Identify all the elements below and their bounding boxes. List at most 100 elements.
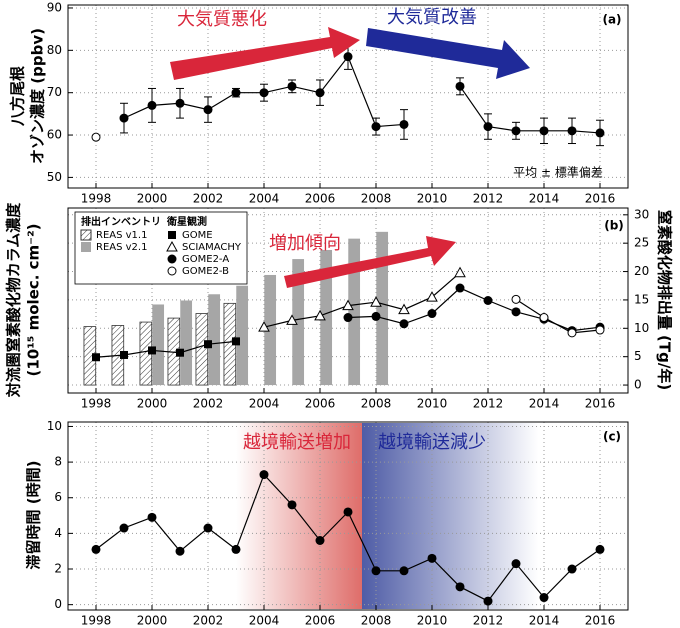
marker-square [204,340,212,349]
x-tick-label: 2012 [473,397,504,411]
y2-tick-label: 30 [634,207,649,221]
legend-box [74,211,248,285]
marker-circle-open [567,328,577,338]
bar [236,285,249,386]
marker-circle [539,593,549,603]
y-tick-label: 8 [54,455,62,469]
y-tick-label: 90 [47,0,62,14]
legend-title: 排出インベントリ [81,215,161,228]
y-tick-label: 50 [47,170,62,184]
marker-square [120,350,128,359]
bar [208,294,221,386]
marker-circle [595,544,605,554]
marker-circle [455,283,465,293]
legend-title: 衛星観測 [166,215,207,228]
marker-circle [231,544,241,554]
marker-circle [371,311,381,321]
bar [376,231,389,386]
x-tick-label: 2012 [473,614,504,628]
marker-triangle [314,309,326,321]
x-tick-label: 2002 [193,614,224,628]
marker-circle [315,88,325,98]
marker-circle-open [539,313,549,323]
marker-circle [343,313,353,323]
marker-circle [343,507,353,517]
x-tick-label: 2000 [137,397,168,411]
marker-circle [483,596,493,606]
legend-swatch [81,242,91,252]
y-axis-label: 八方尾根 [9,66,27,127]
shade-band [236,423,362,609]
bar [195,313,209,386]
x-tick-label: 2008 [361,192,392,206]
y-axis-label: (10¹⁵ molec. cm⁻²) [25,223,43,376]
marker-circle [511,126,521,136]
shade-band [362,423,539,609]
bar [292,259,305,386]
x-tick-label: 2006 [305,192,336,206]
y-axis-label: オゾン濃度 (ppbv) [29,28,47,164]
y-tick-label: 6 [54,490,62,504]
marker-circle [91,544,101,554]
plot-frame [67,207,629,394]
marker-circle [511,307,521,317]
annotation: 大気質改善 [387,7,477,28]
x-tick-label: 2004 [249,397,280,411]
y-tick-label: 70 [47,85,62,99]
marker-circle [567,564,577,574]
y2-tick-label: 10 [634,321,649,335]
marker-triangle [426,291,438,302]
plot-frame [67,4,629,189]
legend-label: REAS v2.1 [96,242,147,253]
marker-square [148,346,156,355]
x-tick-label: 1998 [81,397,112,411]
x-tick-label: 2004 [249,192,280,206]
arrow-red [170,27,360,80]
marker-triangle [258,321,270,332]
bar [348,238,361,386]
y-axis-label: 対流圏窒素酸化物カラム濃度 [5,202,23,399]
bar [320,249,333,386]
marker-circle [175,546,185,556]
series-line [95,340,237,358]
panel-label: (b) [604,219,624,233]
y-tick-label: 80 [47,43,62,57]
annotation: 越境輸送減少 [378,432,486,453]
arrow-blue [366,28,530,79]
x-tick-label: 2006 [305,397,336,411]
legend-label: GOME2-B [182,266,229,277]
marker-circle [455,81,465,91]
marker-circle [427,309,437,319]
marker-circle [455,582,465,592]
x-tick-label: 2000 [137,614,168,628]
x-tick-label: 2014 [529,192,560,206]
legend-label: SCIAMACHY [182,242,242,253]
marker-circle [539,126,549,136]
x-tick-label: 2010 [417,614,448,628]
legend-label: REAS v1.1 [96,230,147,241]
marker-square [176,348,184,357]
x-tick-label: 2006 [305,614,336,628]
x-tick-label: 2016 [585,614,616,628]
marker-circle [119,523,129,533]
bar [264,274,277,386]
marker-circle [483,296,493,305]
x-tick-label: 2000 [137,192,168,206]
x-tick-label: 2010 [417,192,448,206]
marker-circle [427,553,437,563]
y2-tick-label: 20 [634,264,649,278]
series-line [515,298,601,334]
x-tick-label: 2002 [193,397,224,411]
y-tick-label: 0 [54,597,62,611]
grid-layer: 1998 2000 2002 2004 2006 2008 2010 2012 2014 2016… [47,0,650,627]
marker-circle [175,98,185,108]
x-tick-label: 2002 [193,192,224,206]
marker-circle [259,88,269,98]
y2-tick-label: 5 [634,349,642,363]
bar [180,300,193,386]
series-line [263,272,461,328]
legend-label: GOME2-A [182,254,229,265]
marker-circle [287,500,297,510]
x-tick-label: 2008 [361,614,392,628]
